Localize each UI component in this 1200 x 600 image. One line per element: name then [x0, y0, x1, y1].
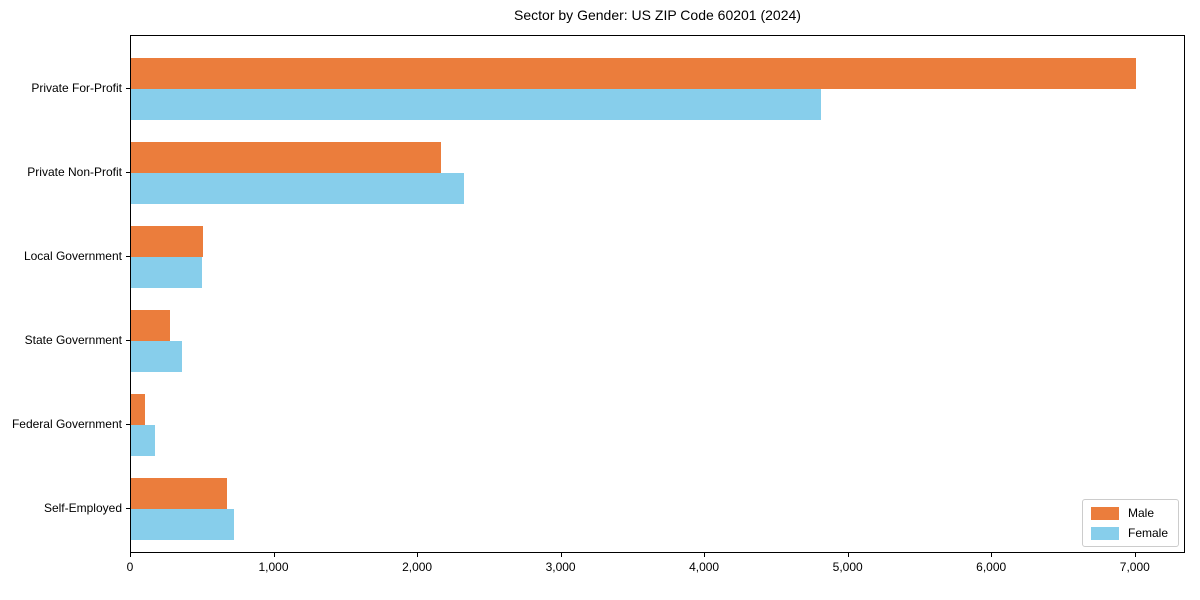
x-axis-tick	[560, 553, 562, 557]
bar-male-self-employed	[131, 478, 227, 509]
x-tick-label: 4,000	[689, 560, 720, 574]
bar-male-private-non-profit	[131, 142, 441, 173]
bar-female-private-for-profit	[131, 89, 822, 120]
x-axis-tick	[704, 553, 706, 557]
bar-male-private-for-profit	[131, 58, 1136, 89]
y-axis-tick	[126, 256, 130, 257]
chart-title: Sector by Gender: US ZIP Code 60201 (202…	[514, 7, 801, 23]
y-category-label-state-government: State Government	[24, 333, 122, 347]
bar-male-state-government	[131, 310, 170, 341]
x-axis-tick	[273, 553, 275, 557]
y-category-label-self-employed: Self-Employed	[43, 501, 122, 515]
y-category-label-private-for-profit: Private For-Profit	[31, 81, 122, 95]
x-tick-label: 3,000	[545, 560, 576, 574]
bar-female-federal-government	[131, 425, 155, 456]
y-category-label-private-non-profit: Private Non-Profit	[27, 165, 122, 179]
y-axis-tick	[126, 88, 130, 89]
bar-female-local-government	[131, 257, 203, 288]
y-axis-tick	[126, 508, 130, 509]
y-axis-tick	[126, 172, 130, 173]
x-tick-label: 6,000	[976, 560, 1007, 574]
legend-swatch-male	[1090, 506, 1119, 520]
legend-entry-female: Female	[1090, 526, 1168, 540]
bar-male-federal-government	[131, 394, 145, 425]
x-axis-tick	[991, 553, 993, 557]
y-axis-tick	[126, 424, 130, 425]
x-axis-tick	[847, 553, 849, 557]
x-tick-label: 1,000	[258, 560, 289, 574]
bar-female-private-non-profit	[131, 173, 464, 204]
legend: Male Female	[1081, 499, 1179, 547]
x-tick-label: 5,000	[832, 560, 863, 574]
x-axis-tick	[417, 553, 419, 557]
legend-entry-male: Male	[1090, 506, 1168, 520]
legend-label-male: Male	[1127, 506, 1154, 520]
legend-swatch-female	[1090, 526, 1119, 540]
x-axis-tick	[1134, 553, 1136, 557]
y-category-label-federal-government: Federal Government	[11, 417, 122, 431]
x-tick-label: 7,000	[1119, 560, 1150, 574]
y-axis-tick	[126, 340, 130, 341]
x-tick-label: 0	[126, 560, 134, 574]
x-tick-label: 2,000	[402, 560, 433, 574]
y-category-label-local-government: Local Government	[23, 249, 122, 263]
plot-area: Male Female	[130, 35, 1185, 553]
bar-female-state-government	[131, 341, 182, 372]
bar-female-self-employed	[131, 509, 234, 540]
x-axis-tick	[130, 553, 131, 557]
legend-label-female: Female	[1127, 526, 1168, 540]
bar-male-local-government	[131, 226, 203, 257]
